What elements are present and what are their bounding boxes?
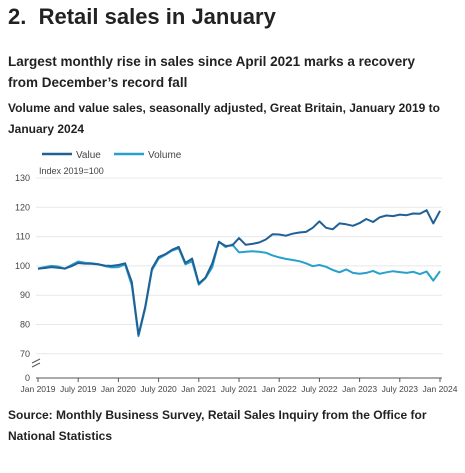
series-line-volume [37, 240, 441, 338]
section-title: Retail sales in January [38, 4, 276, 29]
y-axis: 0 70 80 90 100 110 120 130 [15, 173, 41, 383]
axis-break [31, 358, 41, 368]
gridlines [36, 177, 442, 379]
legend-value-label: Value [76, 150, 101, 161]
x-tick-label: July 2020 [140, 384, 177, 394]
x-tick-label: July 2021 [221, 384, 258, 394]
x-tick-label: Jan 2024 [423, 384, 458, 394]
x-tick-label: Jan 2021 [181, 384, 216, 394]
legend-volume-label: Volume [148, 150, 182, 161]
line-chart: Value Volume Index 2019=100 0 70 80 90 100 11… [15, 150, 458, 394]
y-tick-label: 100 [15, 261, 30, 271]
y-tick-label: 0 [25, 373, 30, 383]
y-tick-label: 120 [15, 202, 30, 212]
series-lines [37, 209, 441, 338]
chart-subtitle: Largest monthly rise in sales since Apri… [8, 54, 415, 90]
y-tick-label: 130 [15, 173, 30, 183]
axis-break-mark [31, 358, 41, 368]
y-tick-label: 90 [20, 290, 30, 300]
x-tick-label: July 2019 [60, 384, 97, 394]
x-tick-label: July 2022 [301, 384, 338, 394]
y-tick-label: 70 [20, 349, 30, 359]
x-tick-label: Jan 2022 [262, 384, 297, 394]
source-note: Source: Monthly Business Survey, Retail … [8, 408, 427, 443]
series-line-value [37, 209, 441, 336]
x-tick-label: Jan 2019 [21, 384, 56, 394]
y-tick-label: 110 [16, 232, 30, 242]
section-heading: 2. Retail sales in January [8, 4, 276, 30]
section-number: 2. [8, 4, 27, 29]
x-tick-label: Jan 2020 [101, 384, 136, 394]
chart-description: Volume and value sales, seasonally adjus… [8, 101, 440, 136]
index-label: Index 2019=100 [39, 166, 104, 176]
x-tick-label: July 2023 [382, 384, 419, 394]
x-axis: Jan 2019 July 2019 Jan 2020 July 2020 Jan 20… [21, 378, 458, 394]
x-tick-label: Jan 2023 [342, 384, 377, 394]
y-tick-label: 80 [20, 320, 30, 330]
legend: Value Volume [42, 150, 182, 161]
